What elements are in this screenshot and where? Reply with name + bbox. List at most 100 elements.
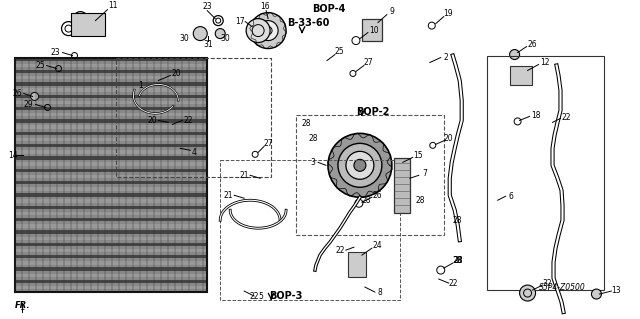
Circle shape: [509, 49, 520, 60]
Text: 15: 15: [413, 151, 422, 160]
Text: 22: 22: [184, 116, 193, 125]
Bar: [15, 94, 207, 98]
Text: BOP-3: BOP-3: [269, 291, 303, 301]
Bar: [15, 156, 207, 160]
Bar: [116, 57, 271, 177]
Text: 26: 26: [528, 40, 538, 49]
Bar: [15, 132, 207, 135]
Text: 25: 25: [36, 61, 45, 70]
Bar: [15, 261, 207, 264]
Bar: [15, 144, 207, 147]
Circle shape: [193, 26, 207, 41]
Text: 7: 7: [422, 169, 428, 178]
Text: 24: 24: [372, 241, 381, 250]
Bar: [296, 115, 444, 235]
Text: 16: 16: [260, 2, 270, 11]
Text: 26: 26: [13, 89, 22, 98]
Text: 27: 27: [263, 139, 273, 148]
Bar: [15, 57, 207, 61]
Text: 28: 28: [415, 196, 424, 205]
Bar: [15, 280, 207, 283]
Text: 30: 30: [220, 34, 230, 43]
Text: 5: 5: [259, 292, 264, 300]
Bar: [509, 65, 532, 85]
Text: 10: 10: [369, 26, 379, 35]
Circle shape: [591, 289, 602, 299]
Text: 18: 18: [531, 111, 540, 120]
Bar: [15, 206, 207, 209]
Text: 9: 9: [389, 7, 394, 16]
Text: 23: 23: [51, 48, 60, 57]
Text: 19: 19: [443, 9, 452, 18]
Bar: [15, 162, 207, 166]
Circle shape: [246, 19, 270, 42]
Text: 28: 28: [301, 119, 311, 128]
Bar: [15, 230, 207, 234]
Bar: [15, 187, 207, 190]
Bar: [15, 119, 207, 122]
Circle shape: [354, 159, 366, 171]
Bar: [15, 193, 207, 197]
Text: 6: 6: [508, 192, 513, 201]
Text: 31: 31: [204, 40, 213, 49]
Text: 28: 28: [308, 134, 318, 143]
Text: 28: 28: [453, 216, 463, 225]
Text: 21: 21: [223, 191, 233, 200]
Bar: [220, 160, 400, 300]
Circle shape: [31, 93, 38, 100]
Bar: [15, 267, 207, 271]
Text: 30: 30: [179, 34, 189, 43]
Text: 14: 14: [8, 151, 19, 160]
Bar: [15, 138, 207, 141]
Bar: [15, 199, 207, 203]
Bar: [15, 76, 207, 79]
Text: 4: 4: [192, 148, 196, 157]
Text: 11: 11: [109, 1, 118, 10]
Text: 20: 20: [444, 134, 454, 143]
Bar: [15, 107, 207, 110]
Bar: [486, 56, 604, 290]
Text: 20: 20: [172, 69, 181, 78]
Text: 23: 23: [202, 2, 212, 11]
Text: 28: 28: [454, 256, 463, 265]
Text: 3: 3: [310, 158, 316, 167]
Text: 25: 25: [334, 47, 344, 56]
Bar: [348, 252, 366, 277]
Text: 20: 20: [148, 116, 157, 125]
Circle shape: [346, 151, 374, 179]
Text: 22: 22: [449, 278, 458, 287]
Bar: [15, 57, 207, 292]
Bar: [15, 175, 207, 178]
Bar: [15, 212, 207, 215]
Bar: [15, 101, 207, 104]
Text: 32: 32: [543, 278, 552, 287]
Text: 1: 1: [138, 81, 143, 90]
Text: 22: 22: [250, 292, 259, 300]
Bar: [15, 70, 207, 73]
Text: 1: 1: [19, 302, 24, 312]
Text: 28: 28: [453, 256, 463, 265]
Bar: [362, 19, 382, 41]
Text: 22: 22: [562, 113, 572, 122]
Bar: [15, 273, 207, 277]
Bar: [15, 125, 207, 129]
Circle shape: [338, 143, 382, 187]
Bar: [15, 243, 207, 246]
Text: 26: 26: [372, 191, 381, 200]
Bar: [15, 82, 207, 85]
Text: 13: 13: [612, 286, 621, 294]
Bar: [15, 224, 207, 227]
Bar: [15, 255, 207, 258]
Text: 22: 22: [335, 246, 345, 255]
Bar: [15, 113, 207, 116]
Text: FR.: FR.: [15, 300, 30, 309]
Bar: [15, 88, 207, 92]
Text: BOP-2: BOP-2: [356, 108, 389, 117]
Bar: [15, 218, 207, 221]
Bar: [15, 236, 207, 240]
Circle shape: [328, 133, 392, 197]
Circle shape: [258, 21, 278, 41]
Text: B-33-60: B-33-60: [287, 18, 330, 28]
Bar: [15, 286, 207, 289]
Text: 17: 17: [236, 17, 245, 26]
